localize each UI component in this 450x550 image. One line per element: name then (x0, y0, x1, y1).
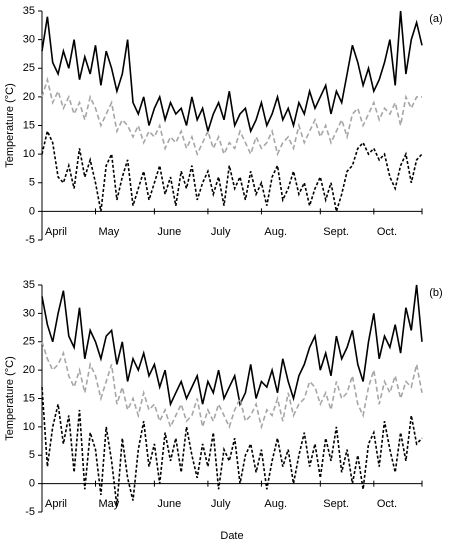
x-tick-label: Aug. (264, 226, 287, 238)
x-tick-label: June (157, 226, 181, 238)
series-line (41, 341, 423, 430)
x-tick-label: Sept. (323, 498, 349, 510)
series-line (41, 128, 423, 212)
x-axis-label: Date (220, 530, 243, 542)
y-tick-label: 15 (23, 119, 35, 131)
x-tick-label: April (45, 498, 67, 510)
y-tick-label: 5 (29, 449, 35, 461)
x-tick-label: Sept. (323, 226, 349, 238)
y-tick-label: -5 (25, 234, 35, 246)
y-tick-label: 0 (29, 478, 35, 490)
y-tick-label: 0 (29, 205, 35, 217)
y-tick-label: 30 (23, 307, 35, 319)
x-tick-label: May (99, 226, 120, 238)
x-tick-label: May (99, 498, 120, 510)
series-line (41, 284, 423, 407)
x-tick-label: Oct. (377, 498, 397, 510)
x-tick-label: July (211, 226, 231, 238)
x-tick-label: July (211, 498, 231, 510)
series-line (41, 76, 422, 157)
y-axis-label: Temperature (°C) (4, 83, 16, 167)
x-tick-label: April (45, 226, 67, 238)
series-line (41, 10, 423, 135)
panel-label: (b) (429, 287, 442, 299)
y-tick-label: -5 (25, 506, 35, 518)
y-tick-label: 25 (23, 336, 35, 348)
y-tick-label: 30 (23, 34, 35, 46)
y-tick-label: 20 (23, 364, 35, 376)
y-tick-label: 5 (29, 177, 35, 189)
y-axis-label: Temperature (°C) (4, 356, 16, 440)
y-tick-label: 15 (23, 392, 35, 404)
y-tick-label: 20 (23, 91, 35, 103)
y-tick-label: 35 (23, 279, 35, 291)
panel-label: (a) (429, 13, 442, 25)
y-tick-label: 10 (23, 421, 35, 433)
x-tick-label: June (157, 498, 181, 510)
y-tick-label: 10 (23, 148, 35, 160)
x-tick-label: Oct. (377, 226, 397, 238)
series-line (41, 387, 423, 507)
x-tick-label: Aug. (264, 498, 287, 510)
y-tick-label: 25 (23, 62, 35, 74)
y-tick-label: 35 (23, 5, 35, 17)
